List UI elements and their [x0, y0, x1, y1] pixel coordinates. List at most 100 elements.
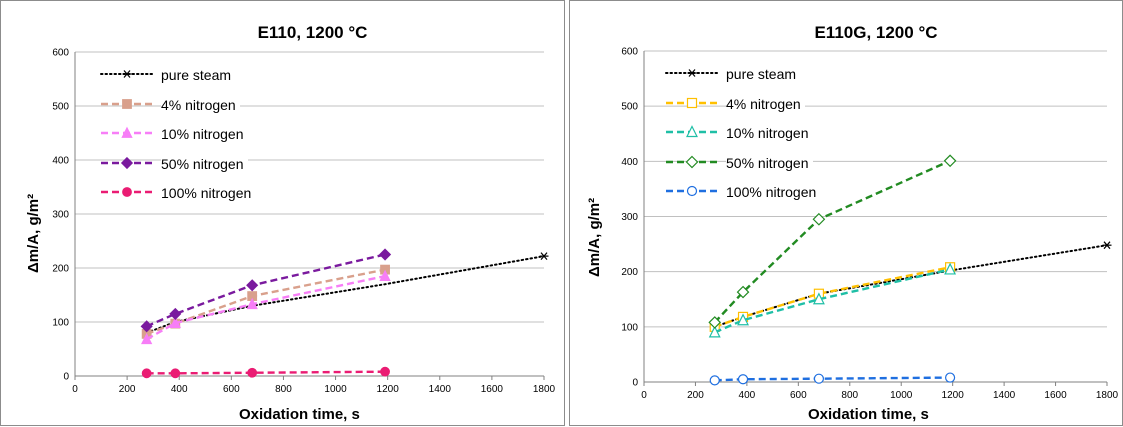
series-100pct-nitrogen — [141, 366, 390, 379]
x-tick-label: 1200 — [377, 384, 400, 395]
series-line-50pct-nitrogen — [146, 253, 386, 328]
chart-plot-e110g: 0 100 200 300 400 500 600 0 200 400 600 800 1000 1200… — [621, 47, 1119, 402]
x-tick-label: 1000 — [890, 390, 913, 401]
legend-swatch — [101, 156, 153, 169]
legend-marker — [121, 126, 133, 138]
x-tick-label: 1800 — [1096, 390, 1119, 401]
x-tick-label: 1400 — [429, 384, 452, 395]
legend-label: 10% nitrogen — [161, 126, 248, 142]
data-point — [246, 279, 259, 292]
series-50pct-nitrogen — [140, 248, 392, 333]
legend-swatch — [101, 98, 153, 109]
series-line-10pct-nitrogen — [146, 274, 386, 341]
data-point — [708, 325, 721, 338]
x-tick-label: 400 — [739, 390, 756, 401]
data-point — [708, 316, 722, 329]
y-tick-label: 300 — [621, 212, 638, 223]
legend-swatch — [666, 125, 718, 138]
legend-marker — [687, 69, 697, 77]
legend-label: 4% nitrogen — [726, 95, 805, 112]
data-point — [737, 313, 750, 326]
x-tick-label: 1000 — [324, 384, 347, 395]
series-line-pure-steam — [713, 244, 1108, 328]
series-pure-steam — [145, 252, 549, 334]
data-point — [737, 374, 749, 385]
legend-label: 10% nitrogen — [726, 125, 813, 141]
legend-swatch — [100, 70, 154, 78]
legend-label: 4% nitrogen — [161, 96, 240, 113]
data-point — [709, 375, 720, 386]
x-axis-label: Oxidation time, s — [808, 406, 929, 423]
series-line-4pct-nitrogen — [146, 268, 386, 336]
data-point — [169, 307, 182, 320]
legend-label: 100% nitrogen — [726, 184, 821, 200]
chart-panel-e110: 0 100 200 300 400 500 600 0 200 400 600 800 1000 1200… — [0, 0, 565, 426]
legend-marker — [685, 155, 699, 168]
series-pure-steam — [713, 241, 1112, 328]
data-point — [378, 248, 392, 261]
y-tick-label: 200 — [621, 267, 638, 278]
legend-swatch — [665, 69, 719, 77]
y-tick-label: 400 — [621, 157, 638, 168]
legend-marker — [686, 97, 698, 108]
x-tick-label: 1200 — [942, 390, 965, 401]
data-point — [169, 316, 181, 328]
x-tick-label: 0 — [641, 390, 647, 401]
chart-panel-e110g: 0 100 200 300 400 500 600 0 200 400 600 800 1000 1200… — [569, 0, 1123, 426]
series-10pct-nitrogen — [708, 262, 957, 338]
data-point — [380, 366, 390, 377]
series-line-4pct-nitrogen — [714, 266, 951, 328]
legend-label: pure steam — [161, 67, 236, 83]
data-point — [379, 269, 391, 282]
chart-plot-e110: 0 100 200 300 400 500 600 0 200 400 600 800 1000 1200… — [52, 48, 556, 396]
y-tick-label: 400 — [52, 156, 69, 167]
y-axis-label: Δm/A, g/m² — [25, 193, 42, 273]
data-point — [539, 252, 549, 261]
x-tick-label: 200 — [119, 384, 136, 395]
data-point — [943, 154, 957, 168]
chart-title: E110, 1200 °C — [257, 23, 368, 42]
x-tick-label: 800 — [275, 384, 292, 395]
data-point — [944, 262, 957, 275]
x-tick-label: 1400 — [993, 390, 1016, 401]
x-tick-label: 1600 — [481, 384, 504, 395]
data-point — [247, 367, 258, 378]
x-tick-label: 1800 — [533, 384, 556, 395]
y-tick-label: 500 — [52, 102, 69, 113]
legend-label: pure steam — [726, 66, 801, 82]
series-50pct-nitrogen — [708, 154, 957, 329]
data-point — [736, 285, 750, 299]
series-10pct-nitrogen — [141, 269, 391, 345]
legend-marker — [120, 156, 134, 169]
series-line-100pct-nitrogen — [146, 370, 386, 375]
legend-marker — [122, 187, 132, 197]
data-point — [1102, 241, 1112, 250]
y-tick-label: 200 — [52, 264, 69, 275]
y-tick-label: 600 — [52, 48, 69, 59]
y-tick-label: 100 — [52, 318, 69, 329]
y-tick-label: 500 — [621, 102, 638, 113]
legend-marker — [686, 185, 698, 197]
data-point — [812, 212, 826, 226]
series-line-50pct-nitrogen — [713, 159, 951, 324]
data-point — [141, 368, 152, 379]
y-tick-label: 300 — [52, 210, 69, 221]
legend-swatch — [101, 126, 153, 138]
data-point — [246, 297, 258, 310]
x-tick-label: 1600 — [1044, 390, 1067, 401]
x-tick-label: 600 — [790, 390, 807, 401]
legend-swatch — [101, 187, 153, 197]
y-axis-label: Δm/A, g/m² — [586, 197, 603, 277]
legend-swatch — [666, 185, 718, 197]
legend-label: 100% nitrogen — [161, 185, 256, 201]
x-tick-label: 0 — [72, 384, 78, 395]
x-tick-label: 200 — [687, 390, 704, 401]
data-point — [944, 372, 956, 383]
data-point — [170, 368, 181, 379]
x-tick-label: 400 — [171, 384, 188, 395]
legend-swatch — [666, 155, 718, 168]
y-tick-label: 0 — [63, 372, 69, 383]
data-point — [141, 332, 153, 345]
data-point — [812, 292, 825, 305]
data-point — [140, 320, 153, 333]
